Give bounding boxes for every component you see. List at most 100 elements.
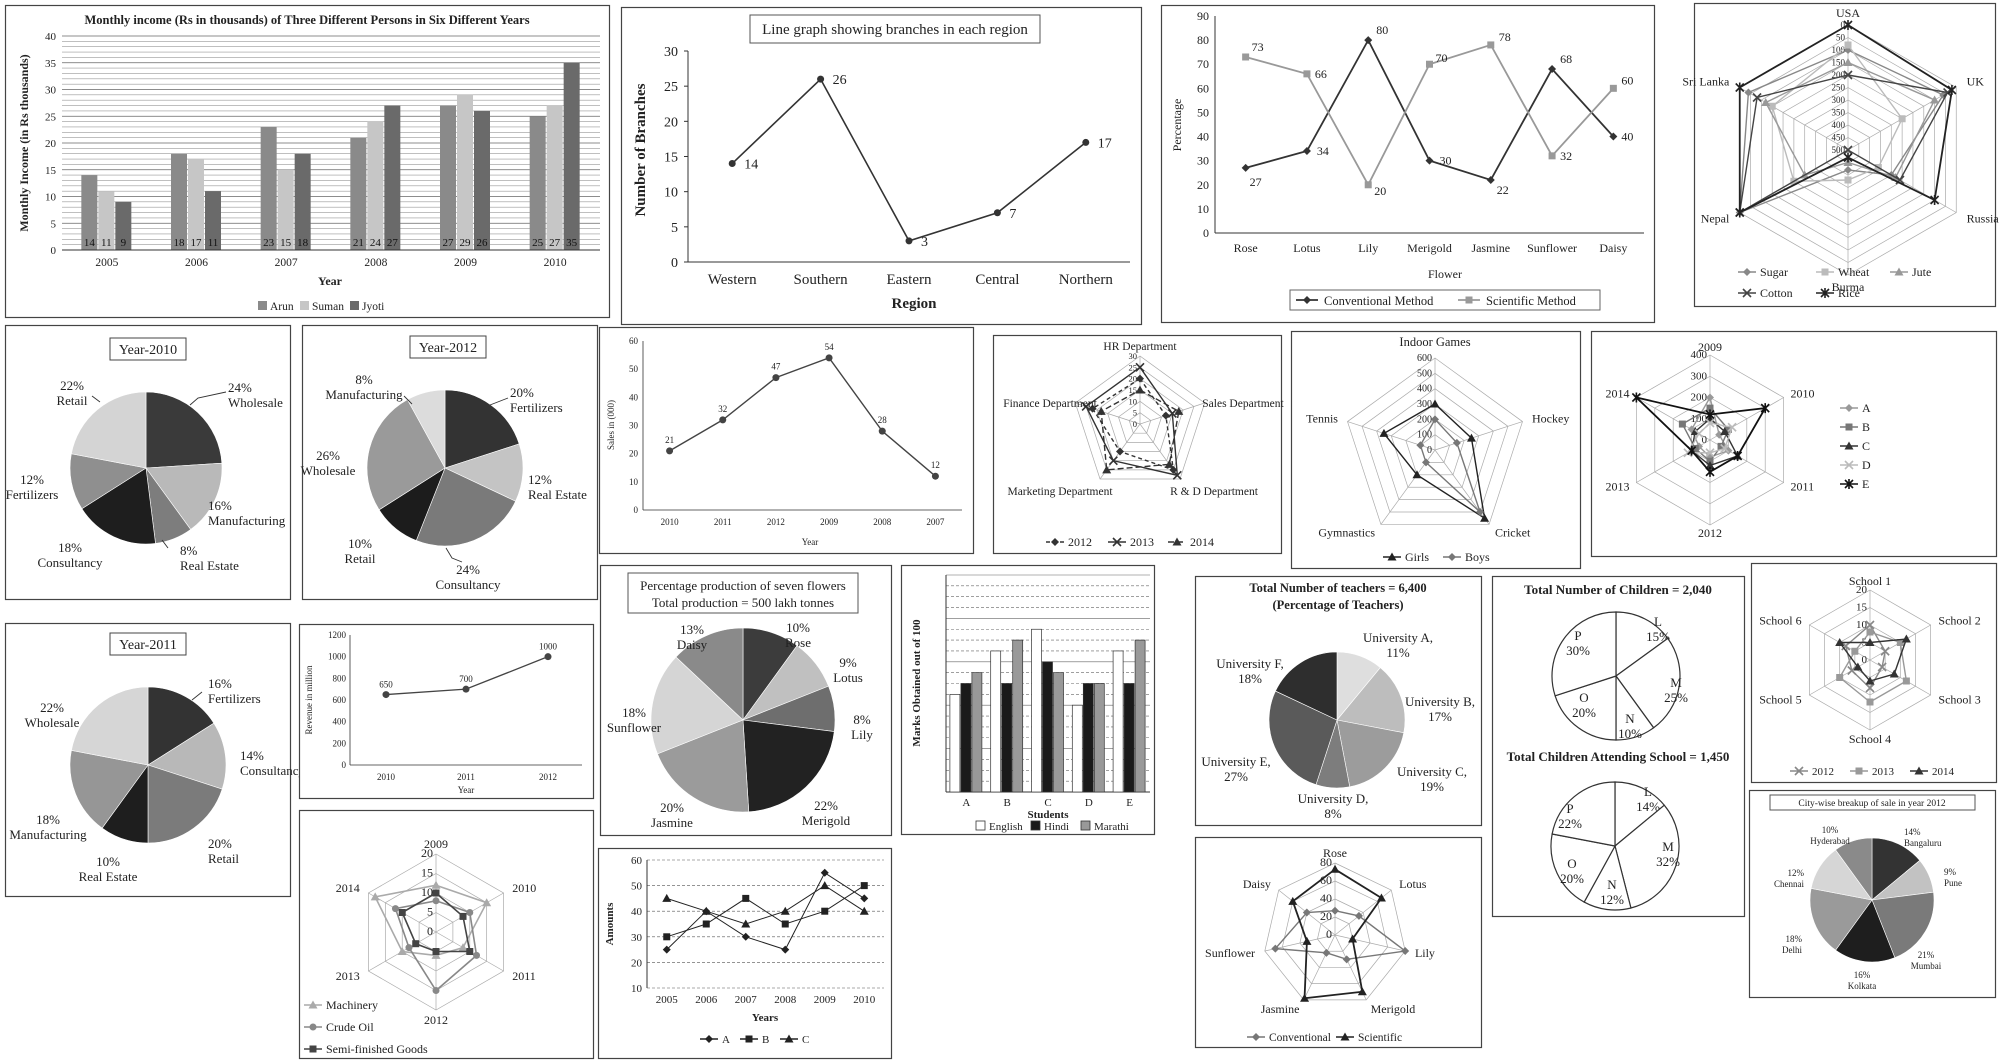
bar [294,153,311,250]
data-point [860,882,868,890]
data-point [1865,676,1875,685]
bar [971,672,983,793]
legend-marker [1172,537,1182,546]
data-point [1548,65,1557,74]
bar [81,175,98,250]
data-point [1843,20,1853,30]
data-point [1609,84,1617,92]
bar [1071,704,1083,793]
data-point [817,75,825,83]
radar-series [1419,418,1481,513]
leader-line [445,547,463,563]
pie-slice [71,686,149,766]
radar-axis-label: UK [1967,75,1985,89]
slice-label: Retail [344,551,375,566]
y-tick-label: 20 [1197,178,1209,192]
bar [1053,672,1064,793]
slice-pct: 25% [1664,690,1688,705]
data-point [1288,896,1298,905]
bar-value-label: 29 [460,237,472,249]
data-point [1169,465,1178,474]
legend-label: A [722,1034,730,1046]
data-point [728,160,736,168]
radar-ring [1347,357,1523,525]
slice-pct: 16% [208,498,232,513]
radar-tick-label: 400 [1691,349,1708,361]
slice-pct: 12% [1600,892,1624,907]
radar-tick-label: 5 [427,905,433,919]
y-tick-label: 0 [634,505,639,515]
slice-pct: 18% [1238,671,1262,686]
slice-pct: 10% [786,620,810,635]
radar-axis-label: Merigold [1371,1002,1416,1016]
pie-slice [1615,611,1669,678]
data-point [1720,443,1730,454]
data-point [1357,987,1367,996]
x-tick-label: 2008 [364,257,387,269]
slice-pct: 8% [853,712,871,727]
data-point [1835,638,1845,646]
legend-label: Marathi [1094,821,1129,833]
radar-axis-label: Russia [1967,212,2000,226]
slice-pct: 10% [1618,726,1642,741]
x-tick-label: Western [708,272,757,288]
radar-axis-label: Nepal [1701,212,1730,226]
legend-marker [1844,460,1854,470]
radar-axis-label: Sri Lanka [1682,75,1730,89]
data-point [1425,156,1434,165]
bar [171,153,187,250]
data-point [701,906,711,915]
data-point [772,374,780,382]
pie-slice [147,722,227,790]
bar [384,105,401,250]
leader-line [403,395,413,405]
data-point [781,920,789,928]
pie-slice [366,399,446,511]
data-label: 78 [1499,30,1511,44]
legend-marker [1845,423,1853,431]
radar-tick-label: 100 [1691,413,1708,425]
radar-tick-label: 80 [1320,855,1332,869]
radar-tick-label: 200 [1691,392,1708,404]
radar-tick-label: 400 [1832,120,1846,130]
pie-slice [1551,611,1617,697]
bar [115,201,132,250]
legend-label: Cotton [1760,286,1793,300]
slice-pct: 14% [1904,827,1921,837]
legend-marker [1742,288,1752,298]
slice-pct: 20% [1560,871,1584,886]
data-point [1930,95,1940,104]
slice-pct: 20% [660,800,684,815]
radar-axis-label: Lotus [1399,877,1427,891]
radar-tick-label: 250 [1832,83,1846,93]
y-tick-label: 0 [671,256,678,271]
x-tick-label: 2012 [767,517,785,527]
slice-label: Wholesale [301,463,356,478]
slice-pct: 10% [348,536,372,551]
legend-marker [309,1023,317,1031]
bar [529,116,546,250]
slice-pct: 11% [1386,645,1410,660]
slice-pct: 27% [1224,769,1248,784]
radar-axis-label: 2010 [512,881,536,895]
radar-ring [1074,355,1206,480]
radar-ring [1299,898,1371,968]
panel-border [598,326,975,555]
panel-border [1750,562,1998,784]
y-tick-label: 20 [631,957,643,969]
series-line [666,872,865,951]
panel-border [900,564,1156,836]
data-label: 34 [1317,144,1329,158]
slice-pct: 12% [20,472,44,487]
bar [440,105,456,250]
radar-axis-label: 2011 [1791,480,1815,494]
legend-marker [1794,766,1804,776]
radar-tick-label: 0 [1326,927,1332,941]
data-point [1096,406,1106,415]
slice-pct: 20% [510,385,534,400]
x-tick-label: D [1085,797,1093,809]
y-tick-label: 0 [1203,226,1209,240]
legend-marker [1914,766,1924,775]
data-point [1733,450,1743,461]
